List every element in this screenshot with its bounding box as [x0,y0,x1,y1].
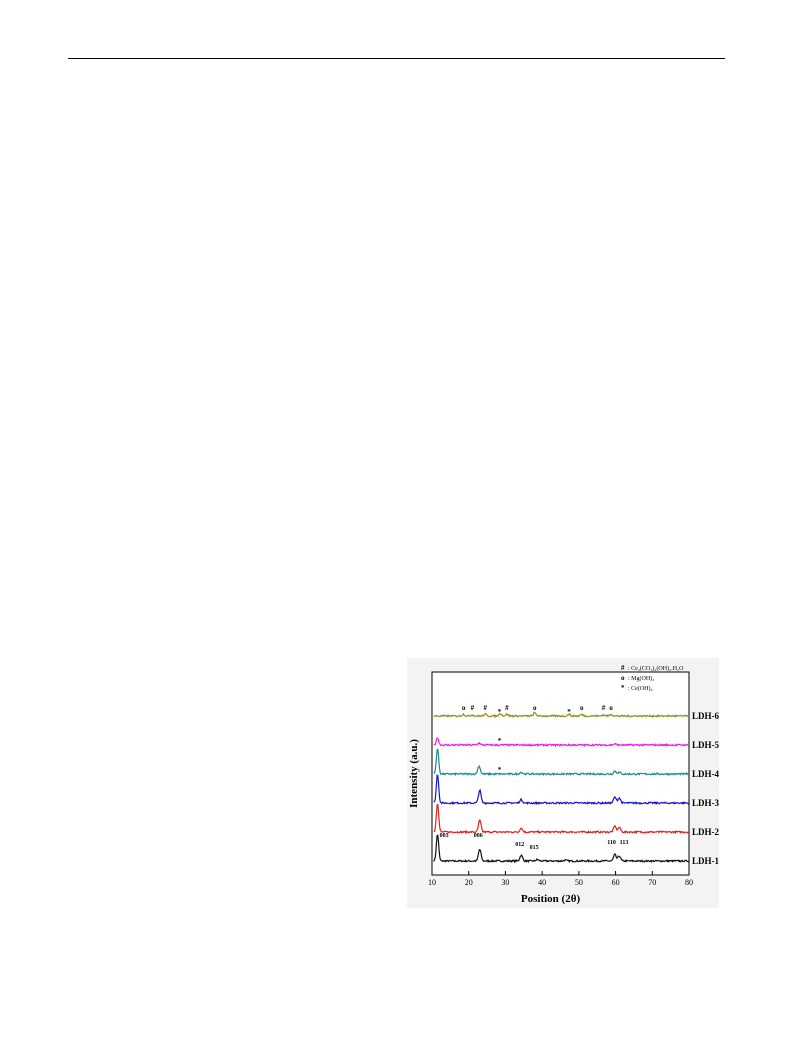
peak-annotation: o [462,704,466,712]
series-line-ldh-2 [433,803,689,835]
peak-annotation: o [533,704,537,712]
series-label-ldh-4: LDH-4 [692,769,719,779]
series-label-ldh-1: LDH-1 [692,856,719,866]
series-label-ldh-5: LDH-5 [692,740,719,750]
header-rule [68,58,725,59]
peak-annotation: 006 [474,833,483,839]
x-tick-label: 20 [465,878,473,887]
peak-annotation: # [483,704,487,712]
x-tick-label: 10 [428,878,436,887]
series-line-ldh-6 [433,711,689,719]
xrd-chart: 10 20 30 40 50 60 70 80 Position (2θ) Intensity (… [408,664,719,905]
series-line-ldh-4 [433,748,690,777]
x-tick-label: 30 [501,878,509,887]
series-line-ldh-5 [433,737,690,748]
xrd-figure: 10 20 30 40 50 60 70 80 Position (2θ) Intensity (… [407,658,719,908]
x-tick-label: 60 [612,878,620,887]
series-line-ldh-3 [433,774,690,806]
legend-symbol: # [621,664,625,672]
series-line-ldh-1 [433,834,690,864]
x-axis-label: Position (2θ) [521,893,581,905]
legend-label: : Mg(OH)₂ [628,675,654,682]
legend-symbol: o [621,674,625,682]
peak-annotation: # [602,704,606,712]
peak-annotation: o [609,704,613,712]
peak-annotation: o [580,704,584,712]
peak-annotation: * [567,708,571,716]
legend-label: : Ce(OH)₄ [628,685,653,692]
series-label-ldh-2: LDH-2 [692,827,719,837]
series-label-ldh-6: LDH-6 [692,711,719,721]
peak-annotation: # [471,704,475,712]
legend-symbol: * [621,684,625,692]
peak-annotation: * [498,737,502,745]
peak-annotation: 003 [440,833,449,839]
x-tick-label: 70 [648,878,656,887]
peak-annotation: 015 [530,845,539,851]
peak-annotation: * [498,708,502,716]
peak-annotation: 012 [515,842,524,848]
x-tick-label: 50 [575,878,583,887]
peak-annotation: * [498,766,502,774]
y-axis-label: Intensity (a.u.) [408,739,420,808]
legend-label: : Ce₂(CO₃)₂(OH)₂.H₂O [628,665,684,672]
peak-annotation: 113 [620,840,629,846]
series-label-ldh-3: LDH-3 [692,798,719,808]
x-tick-label: 40 [538,878,546,887]
x-tick-label: 80 [685,878,693,887]
peak-annotation: 110 [607,840,616,846]
peak-annotation: # [505,704,509,712]
